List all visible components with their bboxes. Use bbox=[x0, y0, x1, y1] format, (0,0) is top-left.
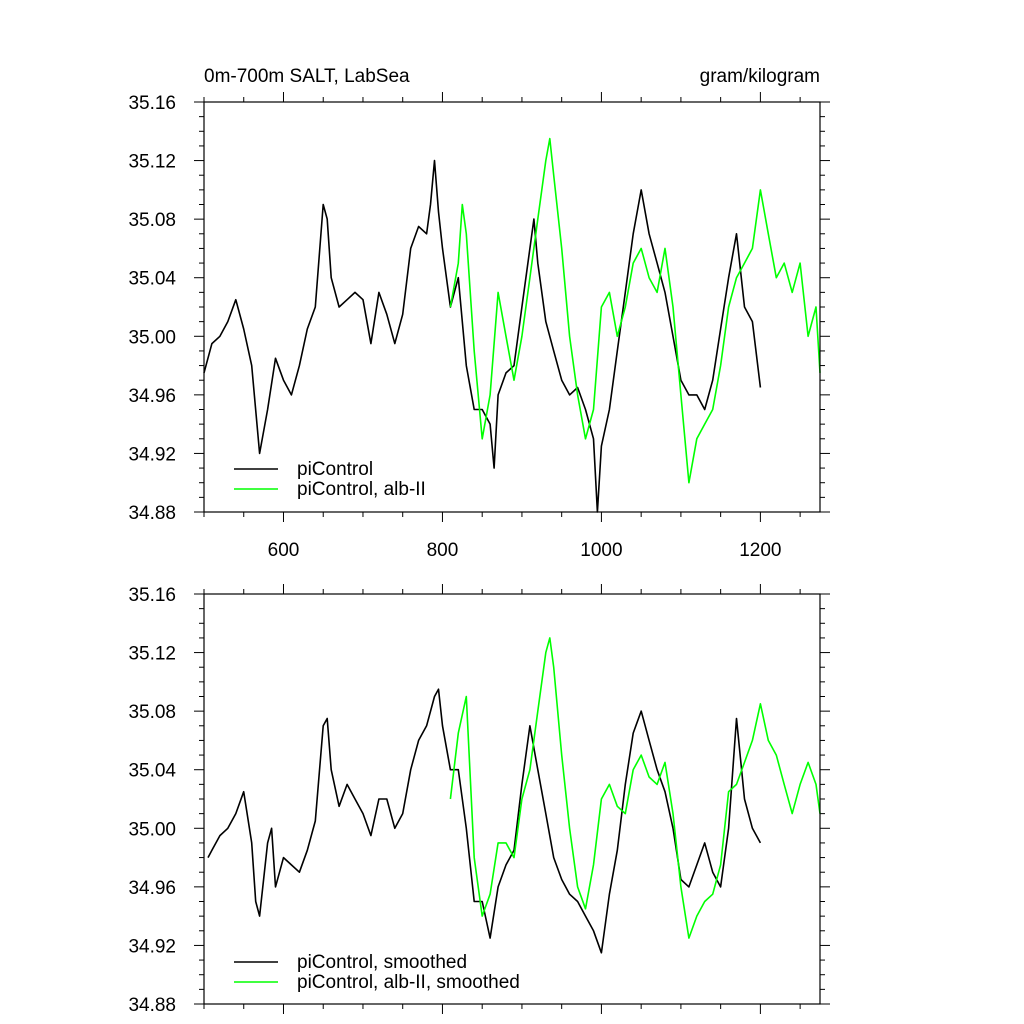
y-tick-label: 35.04 bbox=[128, 761, 176, 782]
x-tick-label: 1200 bbox=[739, 540, 781, 561]
legend-label: piControl, smoothed bbox=[297, 952, 467, 973]
y-tick-label: 35.12 bbox=[128, 152, 176, 173]
y-tick-label: 35.00 bbox=[128, 819, 176, 840]
y-tick-label: 35.16 bbox=[128, 585, 176, 606]
series-line bbox=[449, 137, 821, 484]
y-tick-label: 34.92 bbox=[128, 936, 176, 957]
y-tick-label: 35.00 bbox=[128, 327, 176, 348]
plot-frame bbox=[203, 101, 821, 513]
y-tick-label: 34.88 bbox=[128, 503, 176, 524]
x-tick-label: 800 bbox=[427, 540, 459, 561]
y-tick-label: 34.96 bbox=[128, 878, 176, 899]
x-tick-label: 1000 bbox=[580, 540, 622, 561]
series-line bbox=[449, 637, 821, 939]
series-layer bbox=[203, 137, 821, 513]
legend-label: piControl bbox=[297, 459, 373, 480]
legend-label: piControl, alb-II, smoothed bbox=[297, 972, 520, 993]
series-line bbox=[207, 688, 762, 954]
y-tick-label: 35.04 bbox=[128, 269, 176, 290]
chart-top: 0m-700m SALT, LabSea gram/kilogram 34.88… bbox=[128, 66, 830, 561]
y-tick-label: 35.08 bbox=[128, 210, 176, 231]
y-tick-label: 34.96 bbox=[128, 386, 176, 407]
y-tick-label: 34.88 bbox=[128, 995, 176, 1016]
chart-bottom: 34.88 34.92 34.96 35.00 35.04 35.08 35.12 35.16… bbox=[128, 584, 830, 1016]
plot-frame bbox=[203, 593, 821, 1005]
y-tick-label: 34.92 bbox=[128, 444, 176, 465]
y-tick-label: 35.16 bbox=[128, 93, 176, 114]
chart-units: gram/kilogram bbox=[700, 66, 820, 87]
axis-ticks: 34.88 34.92 34.96 35.00 35.04 35.08 35.12 35.16 bbox=[128, 584, 830, 1016]
legend-label: piControl, alb-II bbox=[297, 479, 426, 500]
chart-title: 0m-700m SALT, LabSea bbox=[204, 66, 410, 87]
y-tick-label: 35.12 bbox=[128, 644, 176, 665]
axis-ticks: 34.88 34.92 34.96 35.00 35.04 35.08 35.12 35.16… bbox=[128, 92, 830, 561]
series-line bbox=[203, 159, 762, 513]
x-tick-label: 600 bbox=[268, 540, 300, 561]
series-layer bbox=[207, 637, 821, 954]
y-tick-label: 35.08 bbox=[128, 702, 176, 723]
